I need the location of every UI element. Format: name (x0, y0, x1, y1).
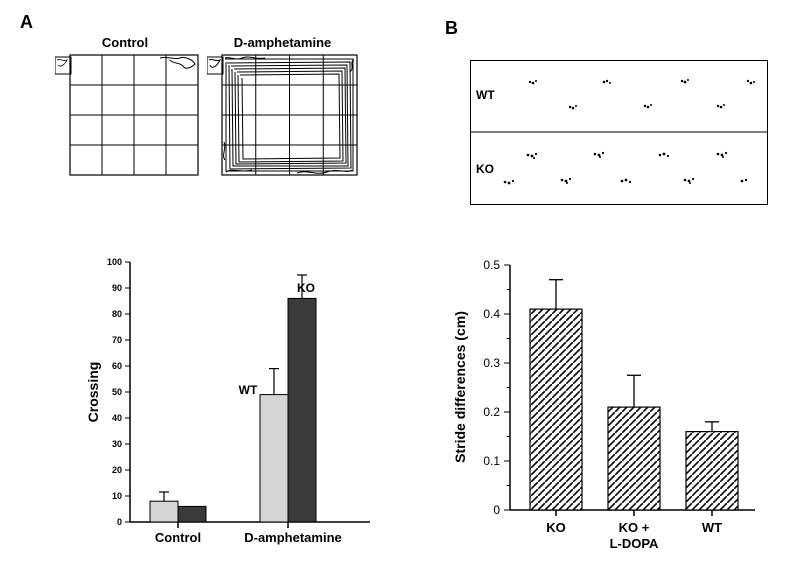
stride-bar-chart: 0 0.1 0.2 0.3 0.4 0.5 Stride differences… (445, 255, 785, 570)
svg-text:WT: WT (702, 520, 722, 535)
svg-text:10: 10 (112, 491, 122, 501)
svg-text:100: 100 (107, 257, 122, 267)
crossing-ylabel: Crossing (85, 362, 101, 423)
panel-b-label: B (445, 18, 458, 39)
svg-text:L-DOPA: L-DOPA (610, 536, 659, 551)
crossing-bar-chart: 0 10 20 30 40 50 60 70 80 90 100 Crossin… (85, 252, 395, 567)
svg-text:KO +: KO + (619, 520, 650, 535)
svg-text:60: 60 (112, 361, 122, 371)
svg-text:70: 70 (112, 335, 122, 345)
footprint-box (470, 60, 768, 205)
svg-text:0: 0 (493, 503, 500, 517)
svg-text:Control: Control (155, 530, 201, 545)
stride-ylabel: Stride differences (cm) (452, 311, 468, 463)
svg-text:0.3: 0.3 (483, 356, 500, 370)
control-label: Control (55, 35, 195, 50)
svg-text:D-amphetamine: D-amphetamine (244, 530, 342, 545)
svg-text:0.5: 0.5 (483, 258, 500, 272)
svg-text:KO: KO (297, 281, 315, 295)
svg-text:30: 30 (112, 439, 122, 449)
svg-text:KO: KO (546, 520, 566, 535)
svg-text:0.4: 0.4 (483, 307, 500, 321)
panel-a-label: A (20, 12, 33, 33)
svg-text:50: 50 (112, 387, 122, 397)
control-grid (55, 50, 200, 180)
svg-text:40: 40 (112, 413, 122, 423)
svg-text:80: 80 (112, 309, 122, 319)
svg-text:20: 20 (112, 465, 122, 475)
footprint-wt-label: WT (476, 88, 495, 102)
svg-text:0: 0 (117, 517, 122, 527)
amphetamine-grid (207, 50, 362, 180)
svg-text:90: 90 (112, 283, 122, 293)
svg-text:WT: WT (239, 383, 258, 397)
footprint-ko-label: KO (476, 162, 494, 176)
amphetamine-label: D-amphetamine (210, 35, 355, 50)
svg-text:0.1: 0.1 (483, 454, 500, 468)
svg-text:0.2: 0.2 (483, 405, 500, 419)
